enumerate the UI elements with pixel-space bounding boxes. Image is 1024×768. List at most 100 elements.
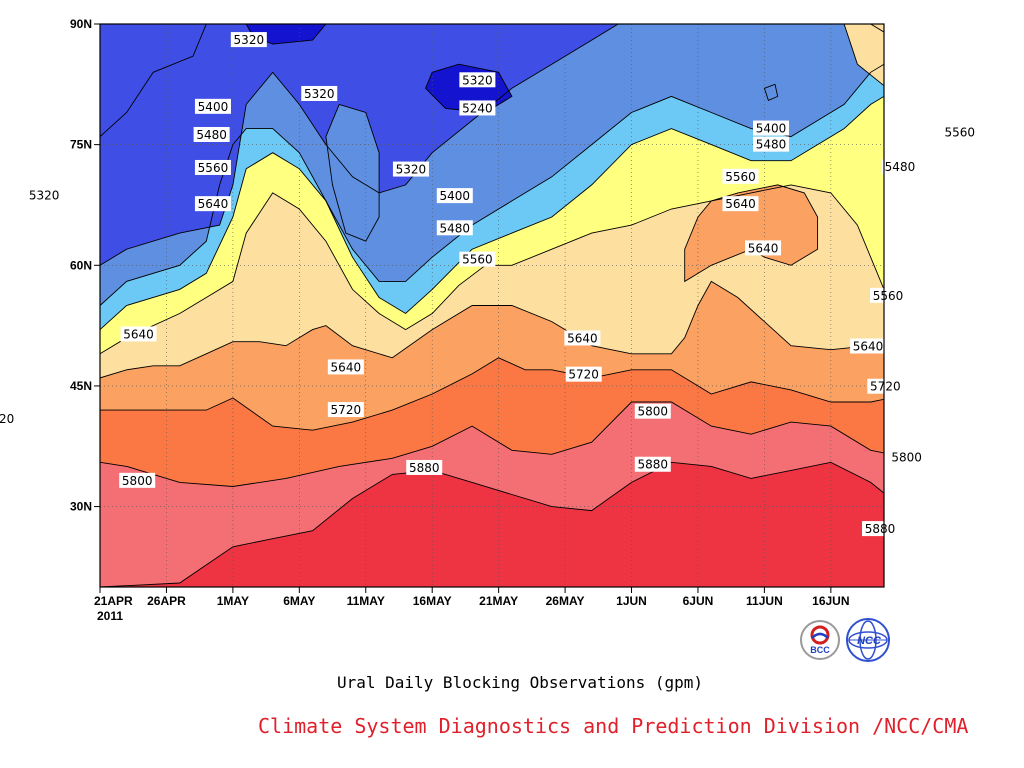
contour-label: 5640 [722,196,759,212]
contour-label: 5640 [327,359,364,375]
band-low-5320-west [100,24,207,137]
contour-label: 5320 [26,187,63,203]
contour-label: 5400 [194,98,231,114]
contour-label: 5560 [459,251,496,267]
contour-line-high-5560-north [843,24,884,87]
contour-label: 5640 [194,196,231,212]
contour-label: 5400 [436,188,473,204]
contour-label: 5400 [753,120,790,136]
svg-text:5400: 5400 [440,189,471,203]
x-tick-label: 1JUN [616,594,647,608]
x-tick-label: 1MAY [217,594,249,608]
x-tick-label: 6JUN [683,594,714,608]
contour-label: 5320 [459,72,496,88]
svg-text:5560: 5560 [725,170,756,184]
svg-text:5400: 5400 [756,122,787,136]
svg-text:5320: 5320 [396,163,427,177]
svg-text:5320: 5320 [29,188,60,202]
x-tick-label: 21APR [94,594,133,608]
band-low-5400-june [897,185,990,265]
x-tick-label: 11JUN [746,594,783,608]
svg-text:5720: 5720 [870,380,901,394]
svg-text:5560: 5560 [873,289,904,303]
contour-line-low-5400-june [897,185,990,265]
contour-label: 5640 [564,330,601,346]
x-axis: 21APR 26APR 1MAY 6MAY 11MAY 16MAY 21MAY 26MAY 1J… [94,587,850,608]
contour-line-5560 [100,184,884,355]
svg-text:5800: 5800 [891,451,922,465]
y-tick-label: 30N [70,500,92,514]
band-low-5400-dot [764,84,778,101]
contour-label: 5640 [120,326,157,342]
y-tick-label: 75N [70,138,92,152]
svg-text:BCC: BCC [810,645,830,655]
contour-line-high-5640-north [869,24,884,33]
contour-line-low-5320-west [100,24,207,138]
x-tick-label: 21MAY [479,594,518,608]
contour-label: 5880 [406,459,443,475]
svg-text:5800: 5800 [638,405,669,419]
contour-label-layer: 5320 5320 5240 5320 5400 5480 5560 5640 5320 5320… [0,32,978,537]
svg-text:5800: 5800 [122,474,153,488]
contour-label: 5640 [745,240,782,256]
x-tick-label: 16MAY [413,594,452,608]
contour-line-5880 [100,461,884,587]
contour-line-low-5400-dot [763,83,779,102]
svg-text:5480: 5480 [756,138,787,152]
contour-line-high-5640-june [684,184,819,283]
svg-text:5720: 5720 [0,412,14,426]
contour-label: 5560 [869,287,906,303]
contour-label: 5560 [722,168,759,184]
contour-label: 5560 [194,159,231,175]
bcc-logo: BCC [800,620,840,660]
svg-text:5240: 5240 [462,101,493,115]
y-axis: 90N 75N 60N 45N 30N [70,17,100,514]
contour-label: 5320 [301,85,338,101]
band-high-5640-june [684,184,818,282]
band-high-5640-north [870,24,884,33]
svg-text:5320: 5320 [304,87,335,101]
contour-label: 5720 [565,366,602,382]
contour-label: 5480 [753,136,790,152]
contour-label: 5800 [888,449,925,465]
credit-line: Climate System Diagnostics and Predictio… [258,714,969,738]
contour-fill-layer [100,24,990,587]
svg-text:5320: 5320 [234,33,265,47]
contour-label: 5640 [850,338,887,354]
contour-label: 5880 [634,456,671,472]
svg-text:5720: 5720 [568,368,599,382]
band-low-5320-mid [325,104,380,242]
x-tick-label: 26APR [147,594,186,608]
svg-text:5320: 5320 [462,73,493,87]
contour-label: 5320 [392,161,429,177]
svg-text:5640: 5640 [748,241,779,255]
contour-label: 5320 [230,32,267,48]
svg-text:5640: 5640 [123,327,154,341]
contour-label: 5240 [459,100,496,116]
contour-label: 5880 [862,521,899,537]
contour-label: 5720 [327,402,364,418]
y-tick-label: 60N [70,258,92,272]
contour-label: 5800 [119,472,156,488]
svg-text:5480: 5480 [196,128,227,142]
y-tick-label: 45N [70,379,92,393]
svg-text:5640: 5640 [331,360,362,374]
svg-text:NCC: NCC [857,635,882,647]
svg-text:5560: 5560 [944,126,975,140]
contour-label: 5480 [436,220,473,236]
contour-line-5480 [100,95,884,330]
contour-line-5640 [100,280,884,379]
contour-line-low-5240-core [425,63,513,113]
x-tick-label: 26MAY [546,594,585,608]
svg-text:5640: 5640 [567,331,598,345]
x-tick-label: 6MAY [283,594,315,608]
x-tick-label: 11MAY [347,594,385,608]
svg-text:5640: 5640 [725,197,756,211]
contour-label: 5480 [193,126,230,142]
svg-text:5480: 5480 [885,160,916,174]
contour-label: 5800 [634,403,671,419]
svg-text:5400: 5400 [198,100,229,114]
contour-line-low-5320-mid [325,103,380,242]
svg-text:5880: 5880 [638,458,669,472]
